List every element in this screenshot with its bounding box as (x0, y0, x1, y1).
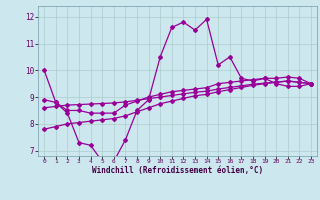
X-axis label: Windchill (Refroidissement éolien,°C): Windchill (Refroidissement éolien,°C) (92, 166, 263, 175)
